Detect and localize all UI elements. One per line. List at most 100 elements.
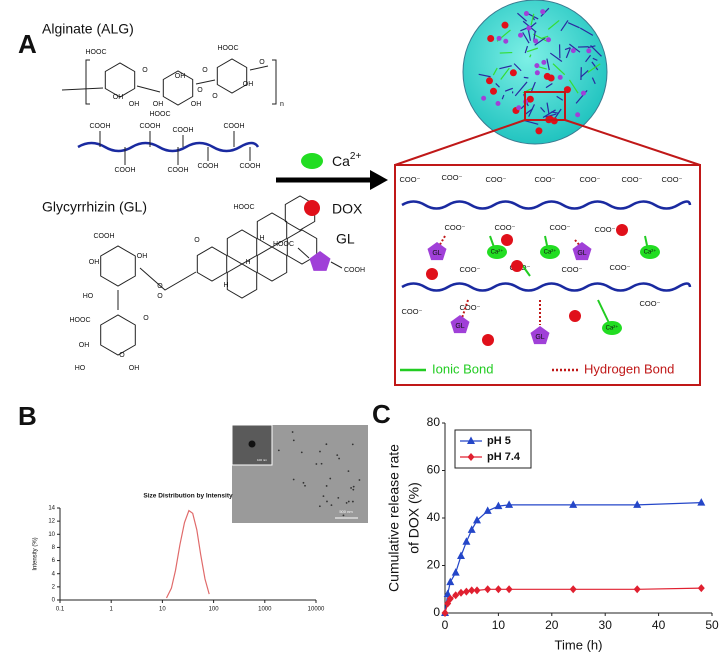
panel-label: B <box>18 401 37 431</box>
structure-label: O <box>142 67 148 74</box>
gl-dot <box>526 25 532 31</box>
data-point <box>483 506 492 514</box>
dox-dot <box>426 268 438 280</box>
structure-label: OH <box>79 342 90 349</box>
x-tick-label: 0.1 <box>56 607 65 613</box>
data-point <box>505 500 514 508</box>
calcium-icon <box>487 245 507 259</box>
ring <box>286 229 318 265</box>
structure-label: OH <box>191 101 202 108</box>
network-strand <box>527 29 532 41</box>
calcium-label: Ca²⁺ <box>544 249 557 256</box>
gl-label: GL <box>455 323 464 330</box>
y-tick-label: 4 <box>52 571 56 577</box>
structure-label: OH <box>243 81 254 88</box>
dox-dot <box>487 34 495 42</box>
zoom-lines <box>394 119 701 166</box>
gl-label: GL <box>432 250 441 257</box>
calcium-label: Ca²⁺ <box>644 249 657 256</box>
carboxylate-label: COO⁻ <box>549 223 570 232</box>
structure-label: H <box>259 235 264 242</box>
structure-label: HO <box>75 365 86 372</box>
alginate-chain <box>401 200 692 210</box>
gl-dot <box>545 37 551 43</box>
gl-dot <box>481 95 487 101</box>
network-strand <box>547 19 560 30</box>
gl-dot <box>557 74 563 80</box>
chain-label: COOH <box>140 123 161 130</box>
particle <box>304 484 306 487</box>
carboxylate-label: COO⁻ <box>561 265 582 274</box>
network-strand <box>500 67 510 80</box>
carboxylate-label: COO⁻ <box>441 173 462 182</box>
structure-label: O <box>119 352 125 359</box>
network-strand <box>528 104 535 117</box>
x-tick-label: 20 <box>545 618 559 632</box>
data-point <box>633 585 641 594</box>
panel-label: A <box>18 29 37 59</box>
gl-label: GL <box>336 231 355 247</box>
structure-label: O <box>143 315 149 322</box>
dox-dot <box>543 72 551 80</box>
network-strand <box>523 76 529 79</box>
dox-dot <box>535 127 543 135</box>
particle <box>336 454 339 457</box>
gl-dot <box>496 35 502 41</box>
network-strand <box>522 32 530 44</box>
data-point <box>467 436 475 444</box>
data-point <box>473 586 481 595</box>
structure-label: O <box>202 67 208 74</box>
y-tick-label: 10 <box>48 532 55 538</box>
y-tick-label: 0 <box>52 598 56 604</box>
scale-bar-label: 500 nm <box>339 509 353 514</box>
x-tick-label: 10 <box>159 607 166 613</box>
data-point <box>457 588 465 597</box>
data-point <box>446 594 454 603</box>
particle <box>351 500 354 503</box>
particle <box>358 479 361 481</box>
particle <box>292 439 295 442</box>
gl-bonds <box>297 247 343 269</box>
scale-bar-label: 100 nm <box>257 458 268 462</box>
structure-label: H <box>245 259 250 266</box>
particle <box>291 431 294 433</box>
chain-label: COOH <box>115 167 136 174</box>
network-strand <box>517 12 527 22</box>
carboxylate-label: COO⁻ <box>579 175 600 184</box>
network-strand <box>585 54 592 63</box>
particle <box>352 488 355 491</box>
carboxylate-label: COO⁻ <box>401 307 422 316</box>
carboxylate-label: COO⁻ <box>459 265 480 274</box>
particle <box>338 457 340 460</box>
data-line <box>165 509 210 599</box>
bracket <box>85 59 277 105</box>
calcium-label: Ca2+ <box>332 151 361 169</box>
particle <box>330 504 333 507</box>
data-point <box>467 453 475 461</box>
particle <box>352 485 355 488</box>
calcium-icon <box>301 153 323 169</box>
gl-icon <box>427 242 447 261</box>
structure-label: O <box>212 93 218 100</box>
calcium-label: Ca²⁺ <box>606 325 619 332</box>
ring <box>256 246 288 282</box>
y-tick-label: 14 <box>48 506 55 512</box>
network-strand <box>590 45 602 57</box>
gl-icon <box>450 315 470 334</box>
gl-dot <box>534 63 540 69</box>
network-strand <box>492 67 498 76</box>
gl-dot <box>575 112 581 118</box>
data-point <box>443 589 452 597</box>
network-strand <box>529 54 532 58</box>
y-tick-label: 6 <box>52 558 56 564</box>
sugar-ring <box>216 58 248 94</box>
sugar-ring <box>100 314 136 356</box>
network-strand <box>514 81 528 97</box>
data-point <box>697 498 706 506</box>
network-strand <box>499 51 513 54</box>
network-strand <box>532 33 548 42</box>
particle <box>277 449 280 452</box>
gl-dot <box>523 11 529 17</box>
y-tick-label: 8 <box>52 545 56 551</box>
